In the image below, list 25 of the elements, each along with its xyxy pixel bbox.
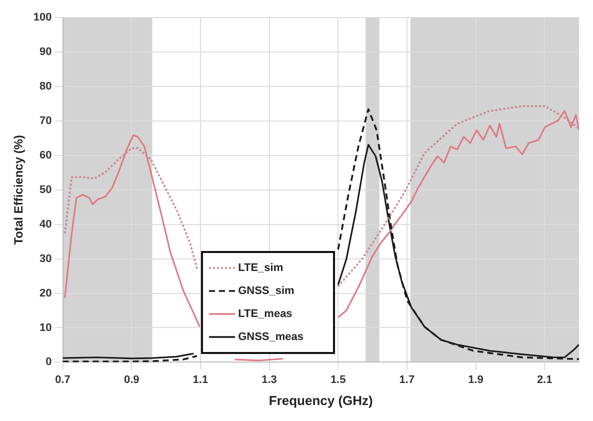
y-axis-title: Total Efficiency (%) — [12, 135, 26, 245]
y-tick-label: 70 — [40, 115, 52, 128]
x-axis-title: Frequency (GHz) — [268, 392, 373, 408]
x-tick-label: 1.9 — [468, 374, 484, 386]
y-tick-label: 30 — [40, 252, 52, 265]
x-tick-label: 1.5 — [330, 374, 346, 386]
legend-label: LTE_meas — [238, 308, 292, 320]
x-tick-label: 1.1 — [192, 374, 208, 386]
y-tick-label: 90 — [40, 46, 52, 58]
x-tick-label: 1.7 — [399, 374, 415, 386]
x-tick-label: 1.3 — [262, 374, 277, 386]
y-tick-label: 40 — [40, 218, 52, 230]
y-tick-label: 60 — [40, 149, 52, 162]
y-tick-label: 0 — [46, 356, 52, 368]
y-tick-label: 100 — [33, 12, 52, 24]
y-tick-label: 20 — [40, 287, 52, 300]
y-tick-label: 10 — [40, 322, 52, 334]
legend-label: LTE_sim — [238, 262, 284, 274]
x-tick-label: 0.7 — [55, 374, 70, 386]
x-tick-label: 0.9 — [124, 374, 140, 386]
legend-label: GNSS_sim — [238, 285, 294, 298]
x-tick-label: 2.1 — [536, 374, 552, 386]
y-tick-label: 80 — [40, 80, 52, 93]
y-tick-label: 50 — [40, 184, 52, 196]
legend-label: GNSS_meas — [238, 330, 304, 343]
